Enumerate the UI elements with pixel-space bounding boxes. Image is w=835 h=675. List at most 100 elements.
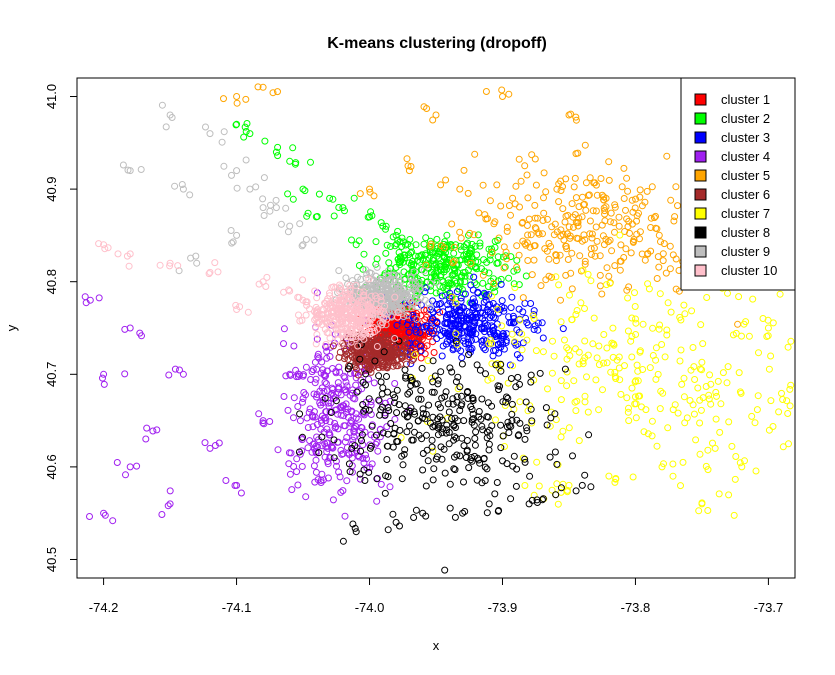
- data-point: [323, 309, 331, 317]
- data-point: [458, 360, 466, 368]
- data-point: [334, 325, 342, 333]
- x-tick-label: -73.9: [488, 600, 518, 615]
- data-point: [489, 300, 497, 307]
- data-point: [535, 230, 543, 238]
- data-point: [787, 381, 795, 389]
- data-point: [125, 262, 133, 270]
- data-point: [719, 369, 727, 377]
- data-point: [679, 458, 687, 466]
- data-point: [382, 225, 389, 233]
- data-point: [286, 157, 294, 165]
- data-point: [489, 352, 497, 360]
- data-point: [580, 231, 588, 239]
- data-point: [601, 210, 609, 218]
- data-point: [373, 343, 381, 350]
- data-point: [381, 489, 389, 497]
- x-tick-label: -74.0: [355, 600, 385, 615]
- data-point: [500, 264, 508, 272]
- data-point: [422, 250, 430, 258]
- data-point: [616, 266, 624, 274]
- data-point: [523, 336, 531, 344]
- data-point: [471, 441, 479, 449]
- data-point: [379, 363, 387, 371]
- data-point: [422, 234, 430, 242]
- data-point: [445, 440, 453, 448]
- data-point: [483, 465, 491, 473]
- data-point: [446, 289, 454, 297]
- data-point: [552, 257, 560, 265]
- data-point: [471, 452, 479, 460]
- data-point: [379, 429, 387, 437]
- data-point: [606, 279, 614, 287]
- data-point: [317, 416, 325, 424]
- data-point: [348, 236, 355, 244]
- data-point: [352, 410, 360, 418]
- data-point: [372, 272, 380, 280]
- data-point: [326, 292, 334, 300]
- data-point: [704, 507, 712, 514]
- data-point: [387, 301, 395, 309]
- data-point: [406, 236, 414, 243]
- data-point: [680, 393, 688, 401]
- data-point: [506, 319, 514, 327]
- data-point: [445, 282, 453, 290]
- data-point: [391, 415, 399, 423]
- data-point: [536, 369, 544, 377]
- data-point: [596, 282, 604, 290]
- data-point: [482, 88, 490, 95]
- data-point: [652, 344, 660, 352]
- data-point: [551, 410, 559, 418]
- data-point: [220, 95, 227, 103]
- data-point: [677, 346, 685, 354]
- data-point: [429, 413, 437, 421]
- data-point: [343, 329, 351, 337]
- data-point: [322, 380, 330, 388]
- data-point: [285, 449, 293, 457]
- data-point: [731, 475, 739, 483]
- data-point: [583, 373, 590, 381]
- data-point: [404, 162, 412, 170]
- data-point: [468, 246, 476, 254]
- data-point: [763, 333, 771, 340]
- data-point: [381, 411, 389, 419]
- data-point: [672, 255, 680, 263]
- data-point: [454, 316, 461, 324]
- data-point: [425, 254, 433, 262]
- data-point: [162, 123, 170, 131]
- data-point: [228, 171, 235, 179]
- data-point: [384, 388, 391, 396]
- data-point: [527, 405, 535, 413]
- data-point: [384, 267, 392, 275]
- data-point: [528, 271, 536, 279]
- data-point: [269, 89, 277, 97]
- legend: cluster 1 cluster 2 cluster 3 cluster 4 clus…: [680, 77, 796, 291]
- data-point: [299, 433, 306, 441]
- data-point: [488, 249, 496, 256]
- data-point: [339, 296, 347, 304]
- data-point: [433, 278, 441, 286]
- data-point: [303, 298, 311, 306]
- data-point: [359, 378, 367, 386]
- data-point: [329, 444, 337, 452]
- data-point: [442, 340, 450, 348]
- data-point: [301, 187, 309, 195]
- data-point: [436, 326, 444, 334]
- data-point: [544, 385, 551, 393]
- y-axis-label: y: [4, 324, 19, 331]
- data-point: [486, 256, 494, 264]
- data-point: [488, 245, 496, 253]
- data-point: [488, 312, 496, 320]
- y-tick-label: 40.6: [44, 454, 59, 479]
- data-point: [399, 461, 407, 469]
- data-point: [394, 438, 402, 445]
- data-point: [450, 243, 458, 251]
- legend-label: cluster 3: [721, 130, 770, 145]
- data-point: [274, 88, 281, 96]
- data-point: [628, 332, 636, 340]
- data-point: [748, 412, 756, 420]
- data-point: [548, 369, 556, 377]
- data-point: [544, 215, 551, 223]
- data-point: [333, 299, 341, 307]
- data-point: [450, 249, 458, 257]
- data-point: [294, 481, 302, 489]
